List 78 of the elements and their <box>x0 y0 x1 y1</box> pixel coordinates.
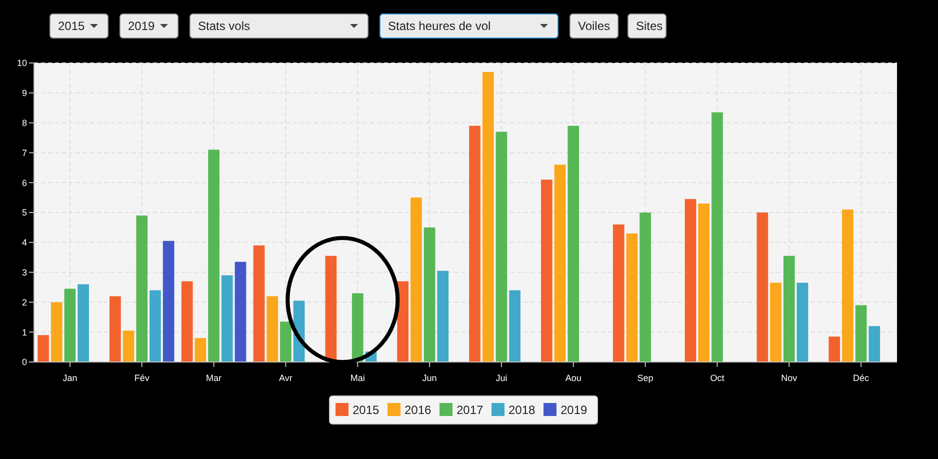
bar <box>509 290 520 362</box>
bar <box>78 284 89 362</box>
dropdown: 2015 <box>50 14 108 38</box>
bar <box>770 282 782 362</box>
bar <box>253 245 265 362</box>
x-tick-label: Fév <box>134 373 150 383</box>
bar <box>496 132 508 362</box>
bar <box>266 296 278 362</box>
y-tick-label: 3 <box>22 267 27 278</box>
x-tick-label: Mar <box>206 373 222 383</box>
bar <box>698 204 710 362</box>
bar <box>64 288 76 362</box>
y-tick-label: 2 <box>22 297 27 308</box>
bar <box>568 126 580 362</box>
x-tick-label: Oct <box>710 373 725 383</box>
y-tick-label: 9 <box>22 88 27 98</box>
y-tick-label: 10 <box>16 58 27 68</box>
bar <box>150 290 161 362</box>
bar <box>828 336 840 362</box>
bar <box>110 296 121 362</box>
x-tick-label: Jun <box>422 373 437 383</box>
bar <box>469 126 480 362</box>
bar <box>482 72 494 362</box>
button: Sites <box>628 14 666 38</box>
dropdown: Stats vols <box>190 14 368 38</box>
dropdown: Stats heures de vol <box>380 14 558 38</box>
bar <box>122 330 134 362</box>
y-tick-label: 7 <box>22 148 27 158</box>
legend-label: 2019 <box>560 403 588 417</box>
bar <box>194 338 206 362</box>
x-tick-label: Déc <box>853 373 870 383</box>
bar <box>626 233 638 362</box>
x-tick-label: Nov <box>781 373 798 383</box>
bar <box>221 275 233 362</box>
x-tick-label: Jui <box>496 373 508 383</box>
y-tick-label: 4 <box>22 238 27 248</box>
legend-label: 2015 <box>352 403 380 417</box>
bar <box>136 215 148 362</box>
bar <box>855 305 867 362</box>
bar <box>712 112 723 362</box>
bar <box>397 281 409 362</box>
dropdown: 2019 <box>120 14 178 38</box>
bar <box>868 326 880 362</box>
x-tick-label: Mai <box>350 373 365 383</box>
bar <box>234 262 246 362</box>
bar <box>756 212 768 362</box>
legend-label: 2017 <box>456 403 484 417</box>
x-tick-label: Sep <box>637 373 654 383</box>
bar <box>50 302 62 362</box>
x-tick-label: Jan <box>62 373 78 383</box>
bar <box>38 335 49 362</box>
bar <box>783 256 795 362</box>
bar <box>162 240 174 362</box>
bar <box>280 322 292 362</box>
x-tick-label: Avr <box>279 373 292 383</box>
bar <box>325 256 337 362</box>
y-tick-label: 0 <box>22 357 27 368</box>
y-tick-label: 8 <box>22 118 27 128</box>
bar <box>796 282 808 362</box>
y-tick-label: 5 <box>22 208 27 218</box>
bar <box>684 199 696 362</box>
bar <box>437 270 449 362</box>
bar <box>352 293 364 362</box>
bar <box>612 224 624 362</box>
bar <box>842 210 854 362</box>
bar <box>410 198 422 362</box>
legend-label: 2016 <box>404 403 432 417</box>
y-tick-label: 1 <box>22 327 27 338</box>
bar <box>640 212 651 362</box>
legend-label: 2018 <box>508 403 536 417</box>
bar <box>424 227 436 362</box>
bar <box>554 164 566 362</box>
bar <box>208 150 220 362</box>
bar <box>181 281 193 362</box>
y-tick-label: 6 <box>22 178 27 188</box>
button: Voiles <box>570 14 618 38</box>
bar <box>541 180 552 362</box>
x-tick-label: Aou <box>565 373 582 383</box>
